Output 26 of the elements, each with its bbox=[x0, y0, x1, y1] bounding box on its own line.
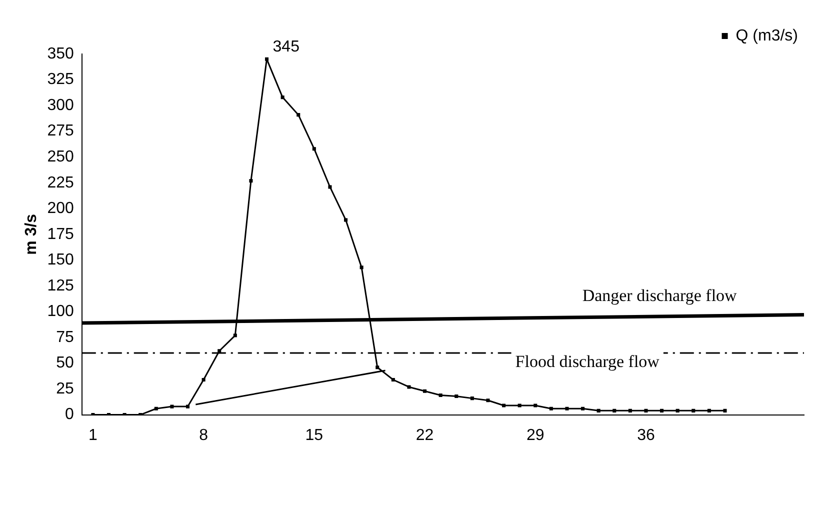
y-tick-label: 300 bbox=[47, 96, 74, 114]
y-tick-label: 200 bbox=[47, 200, 74, 218]
y-tick-label: 275 bbox=[47, 122, 74, 140]
y-tick-label: 50 bbox=[56, 354, 74, 372]
y-tick-label: 325 bbox=[47, 71, 74, 88]
y-tick-label: 100 bbox=[47, 303, 74, 320]
x-tick-label: 22 bbox=[416, 426, 434, 444]
y-tick-label: 350 bbox=[47, 45, 74, 62]
x-tick-label: 8 bbox=[199, 426, 208, 444]
y-tick-label: 225 bbox=[47, 174, 74, 192]
y-tick-label: 250 bbox=[47, 148, 74, 166]
annotation: 345 bbox=[272, 38, 300, 56]
x-tick-label: 36 bbox=[637, 426, 655, 444]
annotation: Danger discharge flow bbox=[582, 286, 738, 305]
x-tick-label: 15 bbox=[305, 426, 324, 444]
x-tick-label: 1 bbox=[88, 426, 98, 444]
ref-line-label: Flood discharge flow bbox=[515, 352, 660, 371]
y-tick-label: 175 bbox=[47, 226, 74, 243]
y-axis-title: m 3/s bbox=[23, 214, 40, 255]
x-tick-label: 29 bbox=[526, 426, 544, 444]
y-tick-label: 150 bbox=[47, 252, 74, 269]
y-tick-label: 75 bbox=[56, 328, 74, 346]
y-tick-label: 125 bbox=[47, 277, 74, 294]
y-tick-label: 0 bbox=[64, 406, 74, 424]
y-tick-label: 25 bbox=[56, 380, 74, 398]
legend-label: Q (m3/s) bbox=[736, 27, 798, 44]
